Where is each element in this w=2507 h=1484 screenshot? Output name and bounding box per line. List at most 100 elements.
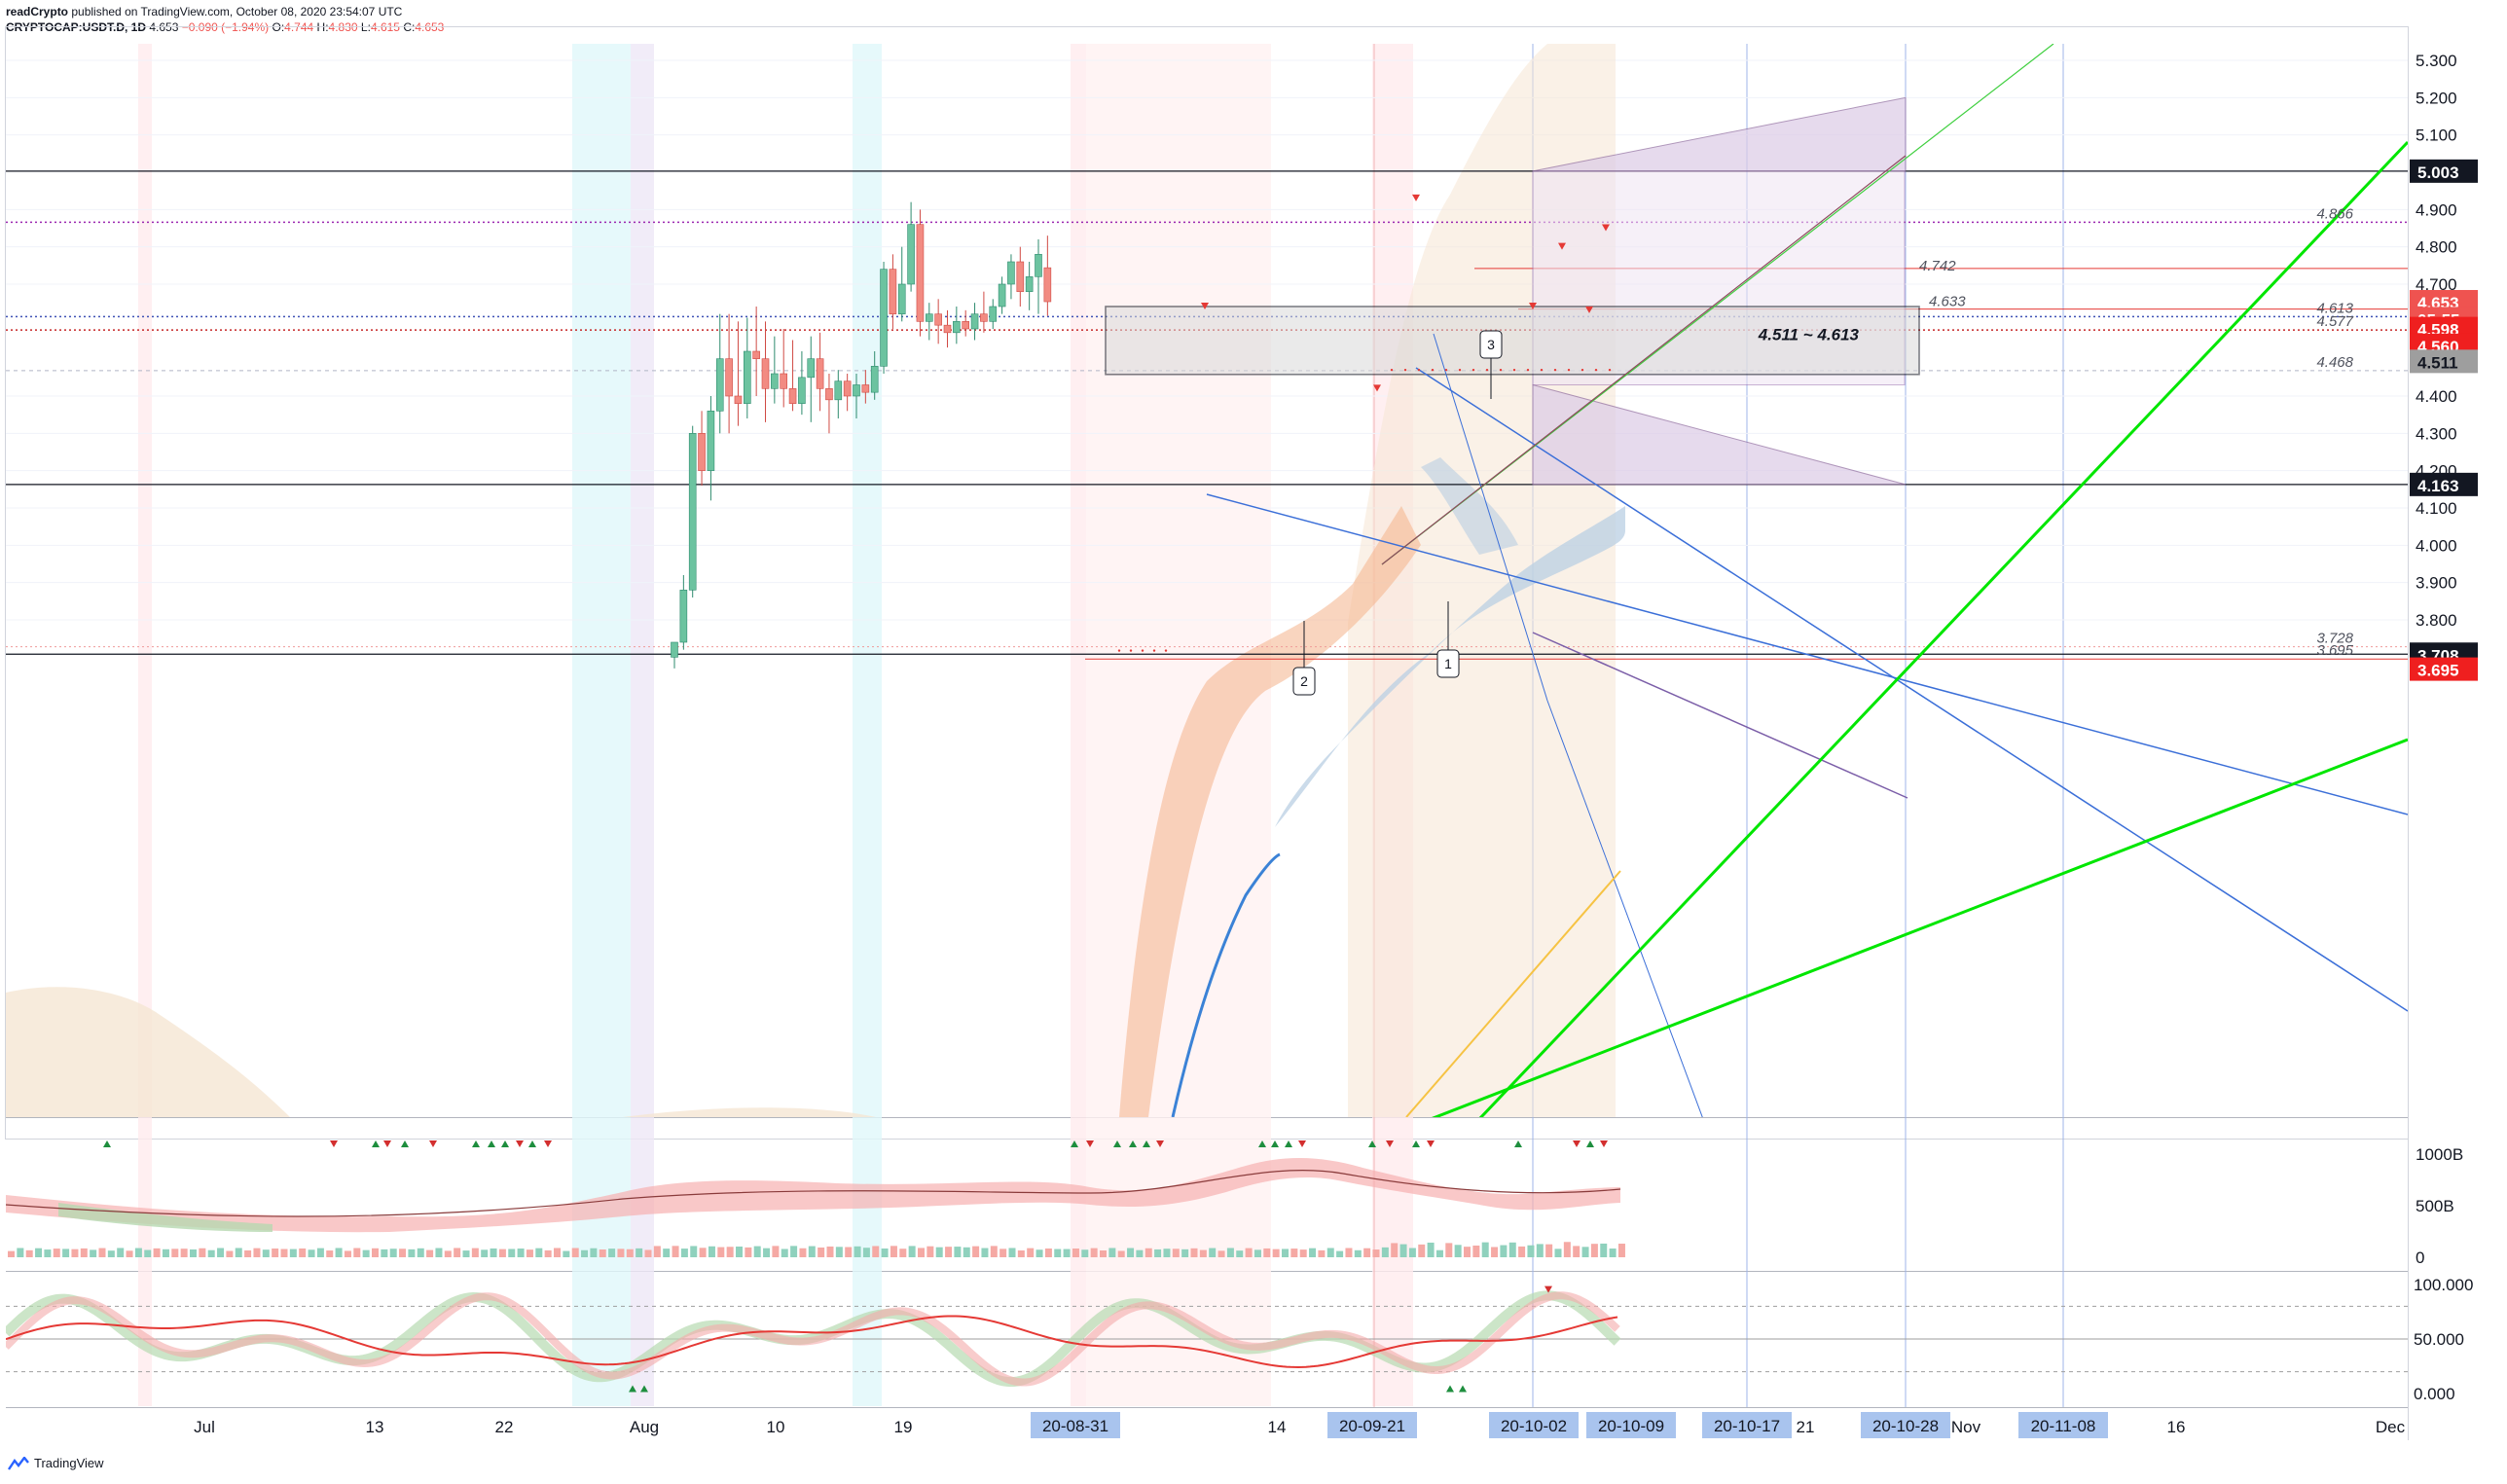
highlight-band: [138, 44, 152, 1406]
volume-bar: [1209, 1248, 1217, 1257]
candle: [998, 283, 1006, 308]
line-label: 4.633: [1929, 294, 1966, 310]
volume-bar: [162, 1249, 169, 1257]
projection-triangle: [1532, 383, 1907, 486]
volume-bar: [799, 1248, 807, 1257]
candle: [843, 380, 852, 397]
line-label: 4.613: [2316, 300, 2353, 316]
volume-bar: [890, 1246, 897, 1257]
axis-layer: 5.300 5.200 5.100 4.900 4.800 4.700 4.400 4.300…: [194, 52, 2478, 1438]
line-label: 4.577: [2316, 313, 2353, 330]
ema-ribbon: [1275, 506, 1625, 827]
volume-tick: 500B: [2416, 1197, 2454, 1215]
volume-bar: [826, 1246, 834, 1257]
volume-bar: [1172, 1249, 1180, 1257]
time-tick: 10: [767, 1418, 785, 1436]
volume-bar: [1217, 1250, 1225, 1257]
volume-bar: [845, 1247, 853, 1257]
signal-triangle: [1271, 1140, 1279, 1147]
stop-marker: [1540, 368, 1544, 372]
signal-triangle: [1285, 1140, 1292, 1147]
time-tick: Jul: [194, 1418, 215, 1436]
volume-bar: [171, 1249, 179, 1257]
volume-bar: [190, 1249, 197, 1257]
callout-1: 1: [1436, 601, 1460, 678]
callout-box: [1479, 330, 1503, 359]
candle: [761, 358, 770, 389]
signal-arrow: [1602, 224, 1610, 232]
volume-bar: [217, 1248, 225, 1257]
volume-bar: [1363, 1248, 1371, 1257]
volume-bar: [1418, 1244, 1426, 1257]
signal-triangle: [544, 1140, 552, 1147]
volume-bar: [226, 1250, 234, 1257]
candle: [1016, 261, 1025, 292]
volume-bar: [818, 1247, 825, 1257]
osc-tick: 100.000: [2414, 1276, 2473, 1294]
volume-bar: [272, 1249, 279, 1257]
volume-bar: [299, 1248, 307, 1257]
stochastic-band: [6, 1291, 1620, 1387]
candle: [861, 384, 870, 393]
volume-pane[interactable]: [6, 1140, 1625, 1257]
volume-bar: [1127, 1248, 1135, 1257]
volume-bar: [1199, 1249, 1207, 1257]
signal-triangle: [1298, 1140, 1306, 1147]
volume-bar: [599, 1249, 606, 1257]
candle: [771, 373, 779, 389]
highlight-band: [631, 44, 654, 1406]
price-pane[interactable]: 4.511 ~ 4.613 1 2 3 4.866 4.742 4.633 4.6134.57…: [6, 44, 2408, 1119]
signal-triangle: [1143, 1140, 1150, 1147]
signal-triangle: [1071, 1140, 1078, 1147]
callout-text: 2: [1300, 673, 1308, 689]
volume-bar: [1309, 1248, 1317, 1257]
volume-bar: [17, 1248, 24, 1257]
volume-bar: [708, 1246, 715, 1257]
volume-bar: [862, 1248, 870, 1257]
volume-bar: [535, 1248, 543, 1257]
oscillator-pane[interactable]: [6, 1285, 2408, 1393]
candle: [734, 395, 743, 404]
candle: [870, 366, 879, 393]
volume-bar: [999, 1249, 1007, 1257]
volume-bar: [1518, 1246, 1526, 1257]
volume-bar: [1508, 1242, 1516, 1257]
volume-bar: [1054, 1249, 1062, 1257]
volume-bar: [1600, 1243, 1608, 1257]
highlight-band: [1071, 44, 1086, 1406]
stop-marker: [1472, 368, 1475, 372]
rising-orange-line: [1405, 870, 1621, 1117]
volume-bar: [1236, 1250, 1244, 1257]
volume-bar: [663, 1249, 671, 1257]
volume-bar: [1263, 1248, 1271, 1257]
stop-marker: [1512, 368, 1516, 372]
volume-bar: [1290, 1249, 1298, 1257]
signal-triangle: [488, 1140, 495, 1147]
candle: [671, 641, 678, 658]
signal-triangle: [1156, 1140, 1164, 1147]
downtrend-line: [1206, 493, 2408, 815]
volume-bar: [1136, 1249, 1144, 1257]
time-tick: Dec: [2376, 1418, 2406, 1436]
volume-bar: [736, 1247, 743, 1257]
line-label: 4.468: [2316, 354, 2353, 371]
time-tick: Aug: [630, 1418, 659, 1436]
brand[interactable]: TradingView: [8, 1456, 104, 1470]
candle: [780, 373, 788, 389]
volume-bar: [117, 1248, 125, 1257]
volume-ma-line: [6, 1170, 1621, 1217]
volume-bar: [1017, 1249, 1025, 1257]
stop-marker: [1499, 368, 1503, 372]
volume-bar: [1245, 1248, 1253, 1257]
date-marker: [1327, 1412, 1417, 1438]
signal-triangle: [1586, 1140, 1594, 1147]
price-tick: 3.900: [2416, 574, 2457, 593]
price-box: [2410, 159, 2478, 183]
candle: [962, 321, 970, 330]
volume-bar: [1481, 1242, 1489, 1257]
candle: [752, 350, 760, 359]
volume-bar: [1527, 1245, 1535, 1257]
volume-bar: [1190, 1248, 1198, 1257]
candle: [688, 433, 697, 591]
